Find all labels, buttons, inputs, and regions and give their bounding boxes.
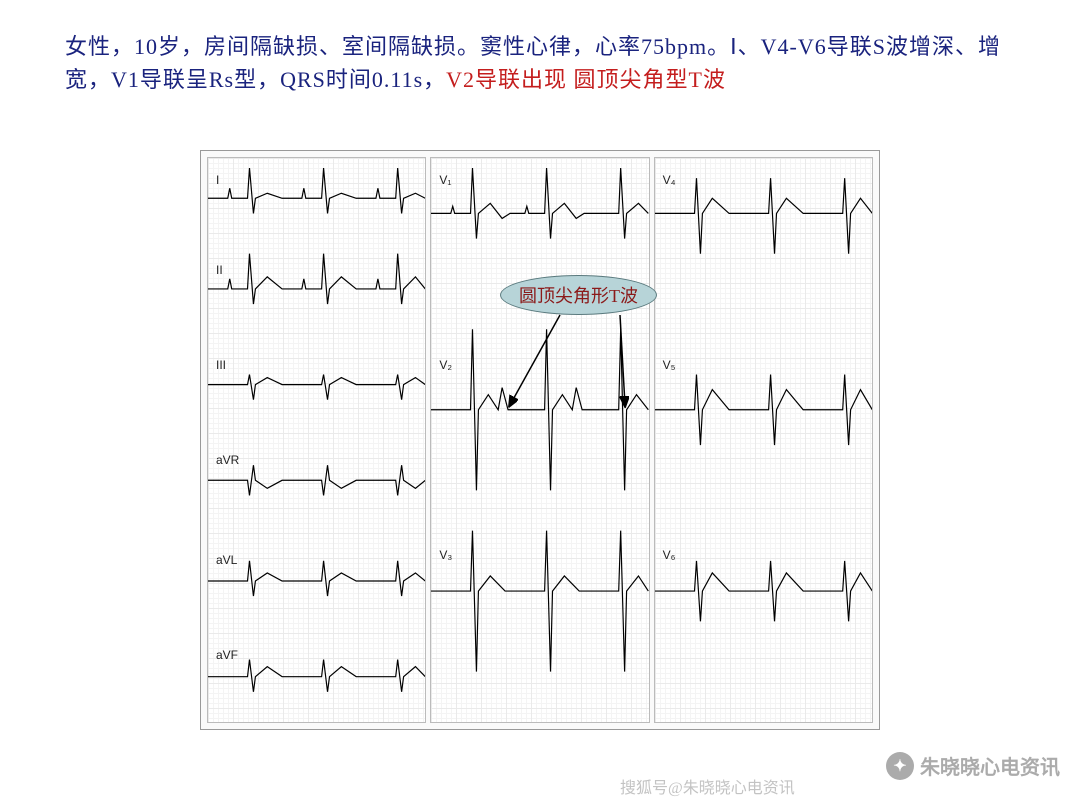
lead-label: V₂ [439,358,452,372]
wechat-watermark: ✦ 朱晓晓心电资讯 [886,751,1060,780]
ecg-traces-col2 [431,158,648,722]
lead-label: aVL [216,553,237,567]
lead-label: V₄ [663,173,676,187]
ecg-traces-col3 [655,158,872,722]
wechat-text: 朱晓晓心电资讯 [920,751,1060,780]
sohu-watermark: 搜狐号@朱晓晓心电资讯 [620,774,795,798]
lead-label: V₁ [439,173,451,187]
lead-label: II [216,263,223,277]
lead-label: V₆ [663,548,676,562]
clinical-description: 女性，10岁，房间隔缺损、室间隔缺损。窦性心律，心率75bpm。Ⅰ、V4-V6导… [65,30,1015,96]
callout-bubble: 圆顶尖角形T波 [500,275,657,315]
lead-label: I [216,173,219,187]
lead-label: V₃ [439,548,452,562]
description-highlight: V2导联出现 圆顶尖角型T波 [446,67,726,92]
ecg-traces-col1 [208,158,425,722]
annotation-arrows [480,310,680,430]
lead-label: aVR [216,453,239,467]
ecg-column-precordial-a: V₁ V₂ V₃ [430,157,649,723]
ecg-column-limb: I II III aVR aVL aVF [207,157,426,723]
ecg-column-precordial-b: V₄ V₅ V₆ [654,157,873,723]
wechat-icon: ✦ [886,752,914,780]
lead-label: aVF [216,648,238,662]
lead-label: III [216,358,226,372]
ecg-panel: I II III aVR aVL aVF V₁ V₂ V₃ V₄ V₅ V₆ [200,150,880,730]
callout-text: 圆顶尖角形T波 [519,286,638,306]
